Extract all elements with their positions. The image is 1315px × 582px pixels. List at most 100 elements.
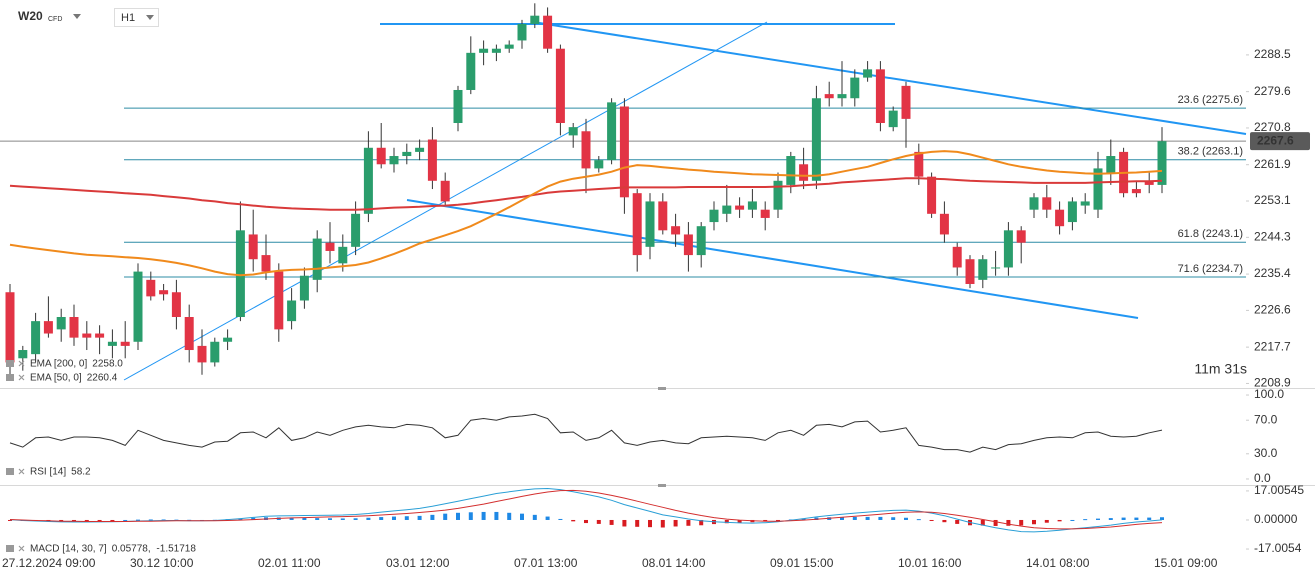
candle-body <box>1093 168 1103 210</box>
candle-body <box>1144 180 1154 185</box>
fib-label: 61.8 (2243.1) <box>1178 228 1243 240</box>
histogram-bar <box>584 519 588 524</box>
histogram-bar <box>724 519 729 524</box>
histogram-bar <box>648 519 652 528</box>
candle-body <box>1003 230 1013 268</box>
candle-body <box>235 230 245 318</box>
histogram-bar <box>1160 517 1164 520</box>
candle-body <box>440 180 450 202</box>
candle-body <box>1055 209 1065 227</box>
candle-body <box>338 246 348 264</box>
x-tick-label: 10.01 16:00 <box>898 556 962 570</box>
histogram-bar <box>737 519 742 523</box>
candle-body <box>645 201 655 247</box>
candle-body <box>18 350 28 359</box>
candle-body <box>389 156 399 165</box>
candle-body <box>517 23 527 41</box>
y-tick-label: 2217.7 <box>1254 339 1291 353</box>
histogram-bar <box>136 519 140 521</box>
legend-icon <box>6 360 14 367</box>
histogram-bar <box>353 518 358 520</box>
histogram-bar <box>238 518 243 520</box>
histogram-bar <box>609 519 614 525</box>
y-tick-label: 2288.5 <box>1254 47 1291 61</box>
y-tick-label: 2208.9 <box>1254 376 1291 390</box>
candle-body <box>184 317 194 351</box>
candle-body <box>671 226 681 235</box>
symbol-selector[interactable]: W20 CFD <box>18 9 81 23</box>
candle-body <box>159 290 169 295</box>
histogram-bar <box>1019 519 1024 526</box>
panel-handle[interactable] <box>658 387 666 390</box>
histogram-bar <box>1083 519 1088 521</box>
histogram-bar <box>686 519 691 526</box>
histogram-bar <box>84 519 89 521</box>
histogram-bar <box>1147 517 1152 520</box>
candle-body <box>299 275 309 301</box>
histogram-bar <box>840 517 844 520</box>
x-tick-label: 08.01 14:00 <box>642 556 706 570</box>
histogram-bar <box>507 512 512 520</box>
fib-label: 23.6 (2275.6) <box>1178 94 1243 106</box>
histogram-bar <box>942 519 947 523</box>
histogram-bar <box>340 518 345 520</box>
candle-body <box>811 98 821 181</box>
candle-body <box>56 317 66 330</box>
candle-body <box>1157 141 1167 185</box>
candle-body <box>197 345 207 363</box>
histogram-bar <box>801 518 806 520</box>
candle-body <box>773 180 783 210</box>
histogram-bar <box>904 517 908 520</box>
histogram-bar <box>481 511 486 520</box>
candle-body <box>223 337 233 342</box>
candle-body <box>568 127 578 136</box>
panel-handle[interactable] <box>658 484 666 487</box>
histogram-bar <box>520 513 524 520</box>
legend-name: EMA [200, 0] <box>30 359 87 370</box>
candle-body <box>312 238 322 280</box>
candle-body <box>619 106 629 198</box>
indicator-line <box>9 489 1163 530</box>
candle-body <box>504 44 514 49</box>
candle-body <box>978 259 988 280</box>
dropdown-arrow <box>73 14 81 19</box>
y-tick-label: 2226.6 <box>1254 303 1291 317</box>
histogram-bar <box>8 519 12 521</box>
histogram-bar <box>328 518 332 520</box>
candle-body <box>543 15 553 49</box>
histogram-bar <box>1057 519 1062 522</box>
candle-body <box>696 226 706 256</box>
candle-body <box>133 271 143 342</box>
candle-body <box>632 193 642 256</box>
candle-body <box>146 279 156 297</box>
candle-body <box>952 246 962 268</box>
candle-body <box>927 176 937 214</box>
histogram-bar <box>980 519 985 526</box>
histogram-bar <box>955 519 960 524</box>
candle-body <box>1016 230 1026 243</box>
y-tick-label: 17.00545 <box>1254 483 1304 497</box>
candle-body <box>363 147 373 214</box>
histogram-bar <box>443 513 448 520</box>
x-tick-label: 02.01 11:00 <box>258 556 321 570</box>
histogram-bar <box>366 517 371 520</box>
histogram-bar <box>392 516 396 520</box>
interval-selector[interactable]: H1 <box>114 8 159 27</box>
histogram-bar <box>814 517 819 520</box>
candle-body <box>248 234 258 260</box>
legend-close <box>18 468 25 475</box>
histogram-bar <box>72 519 76 521</box>
candle-body <box>69 317 79 338</box>
legend-name: EMA [50, 0] <box>30 373 82 384</box>
candle-body <box>594 160 604 169</box>
candle-body <box>581 131 591 169</box>
countdown-timer: 11m 31s <box>1194 361 1247 377</box>
x-tick-label: 07.01 13:00 <box>514 556 578 570</box>
candle-body <box>325 242 335 251</box>
candle-body <box>491 48 501 53</box>
candle-body <box>747 201 757 210</box>
x-tick-label: 15.01 09:00 <box>1154 556 1218 570</box>
candle-body <box>107 341 117 346</box>
